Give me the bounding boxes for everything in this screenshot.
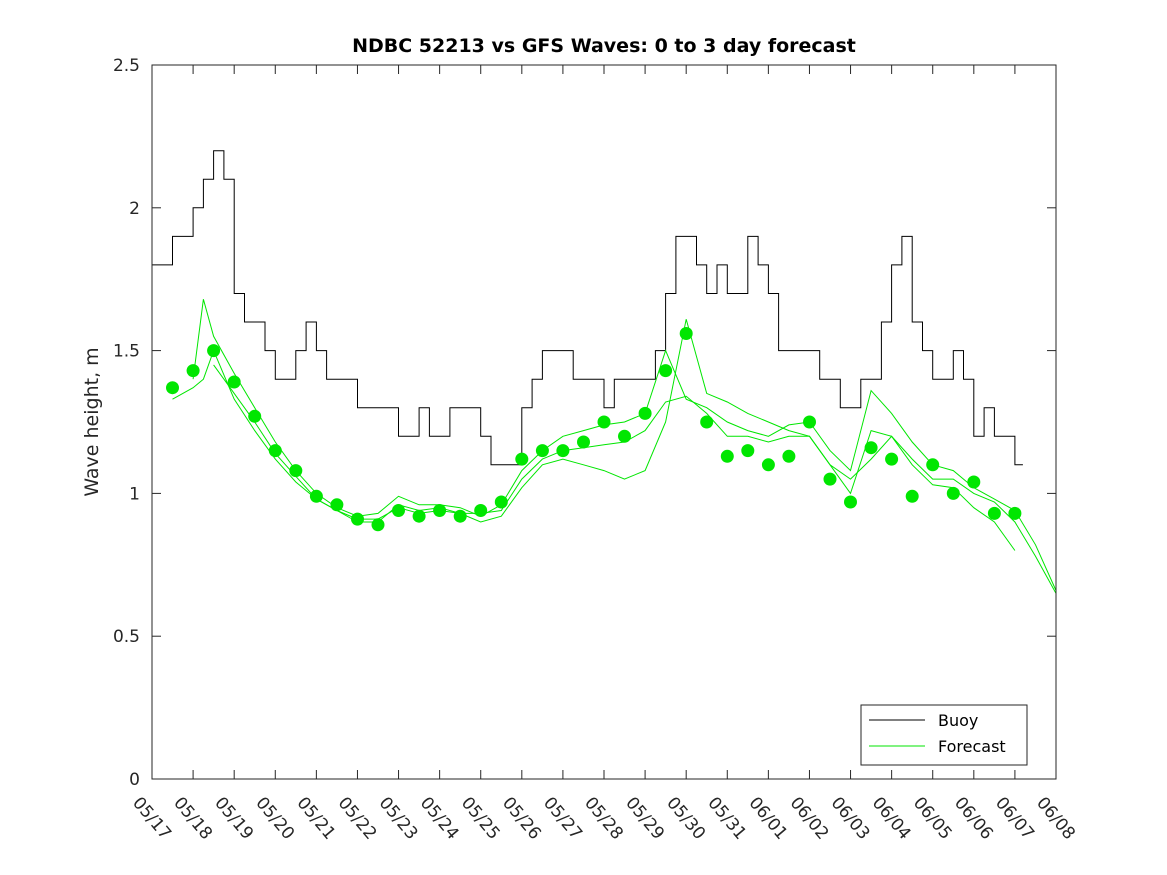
forecast-marker [330,498,344,512]
forecast-marker [720,449,734,463]
forecast-marker [577,435,590,449]
forecast-marker [823,472,837,486]
forecast-series-line-2 [172,349,1057,594]
x-tick-label: 06/01 [745,793,792,843]
chart-title: NDBC 52213 vs GFS Waves: 0 to 3 day fore… [352,35,856,57]
x-tick-label: 05/19 [210,793,257,843]
y-axis-label: Wave height, m [81,347,103,496]
forecast-marker [166,381,179,395]
buoy-series-line [152,150,1023,466]
x-tick-label: 05/22 [334,793,381,843]
x-tick-label: 05/31 [703,793,750,843]
y-tick-label: 2 [129,199,140,219]
forecast-marker [987,506,1001,520]
forecast-marker [761,458,775,472]
y-tick-label: 0 [129,770,140,790]
forecast-marker [618,429,631,443]
x-tick-label: 05/29 [621,793,668,843]
plot-frame [151,64,1057,780]
x-tick-label: 05/30 [662,793,709,843]
x-tick-labels: 05/1705/1805/1905/2005/2105/2205/2305/24… [128,793,1079,843]
y-tick-label: 2.5 [113,56,140,76]
x-tick-label: 06/03 [827,793,874,843]
y-tick-label: 1.5 [113,342,140,362]
forecast-marker [309,489,323,503]
x-tick-label: 05/18 [169,793,216,843]
x-tick-label: 05/25 [457,793,504,843]
legend: Buoy Forecast [860,704,1028,766]
x-tick-label: 06/07 [991,793,1038,843]
forecast-series-line-4 [213,319,1016,551]
x-tick-label: 06/08 [1032,793,1079,843]
forecast-marker [905,489,919,503]
forecast-marker [186,364,200,378]
forecast-marker [844,495,857,509]
x-tick-label: 05/24 [416,793,463,843]
forecast-marker [474,504,488,517]
forecast-marker [515,452,529,466]
x-tick-label: 05/17 [128,793,175,843]
forecast-marker [946,486,960,500]
x-tick-label: 06/02 [786,793,833,843]
x-tick-label: 06/06 [950,793,997,843]
legend-label-buoy: Buoy [938,711,978,730]
x-tick-label: 05/26 [498,793,545,843]
forecast-marker [885,452,899,466]
x-tick-label: 05/21 [293,793,340,843]
forecast-marker [741,444,755,458]
forecast-marker [679,327,693,340]
x-tick-label: 06/04 [868,793,915,843]
x-tick-label: 05/23 [375,793,422,843]
x-tick-label: 06/05 [909,793,956,843]
legend-box [860,704,1028,766]
x-tick-label: 05/27 [539,793,586,843]
x-tick-label: 05/28 [580,793,627,843]
y-tick-labels: 0 0.5 1 1.5 2 2.5 [113,56,140,790]
legend-label-forecast: Forecast [938,737,1006,756]
forecast-marker [782,449,796,463]
series-layer [152,150,1057,594]
y-tick-label: 1 [129,484,140,504]
forecast-marker [700,415,714,429]
forecast-marker [371,518,385,532]
y-tick-label: 0.5 [113,627,140,647]
x-tick-label: 05/20 [251,793,298,843]
forecast-marker [597,415,611,429]
forecast-marker [864,441,878,455]
forecast-series-line-3 [192,299,1057,591]
forecast-marker [659,364,673,378]
forecast-marker [967,475,981,489]
